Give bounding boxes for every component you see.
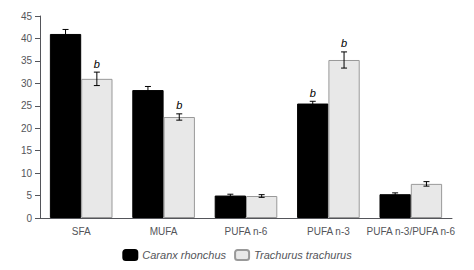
svg-text:30: 30 [21,78,33,89]
svg-text:20: 20 [21,123,33,134]
svg-text:PUFA n-6: PUFA n-6 [225,226,268,237]
svg-text:40: 40 [21,33,33,44]
svg-text:b: b [310,87,316,99]
svg-text:Caranx rhonchus: Caranx rhonchus [142,249,226,261]
svg-text:PUFA n-3: PUFA n-3 [307,226,350,237]
svg-text:45: 45 [21,11,33,22]
svg-text:25: 25 [21,100,33,111]
svg-text:Trachurus trachurus: Trachurus trachurus [254,249,352,261]
svg-text:b: b [176,99,182,111]
svg-text:15: 15 [21,145,33,156]
svg-text:b: b [94,58,100,70]
svg-text:35: 35 [21,55,33,66]
svg-text:b: b [341,37,347,49]
svg-text:MUFA: MUFA [150,226,178,237]
svg-text:0: 0 [26,213,32,224]
svg-text:SFA: SFA [72,226,91,237]
svg-text:5: 5 [26,190,32,201]
svg-text:PUFA n-3/PUFA n-6: PUFA n-3/PUFA n-6 [367,226,456,237]
svg-text:10: 10 [21,168,33,179]
